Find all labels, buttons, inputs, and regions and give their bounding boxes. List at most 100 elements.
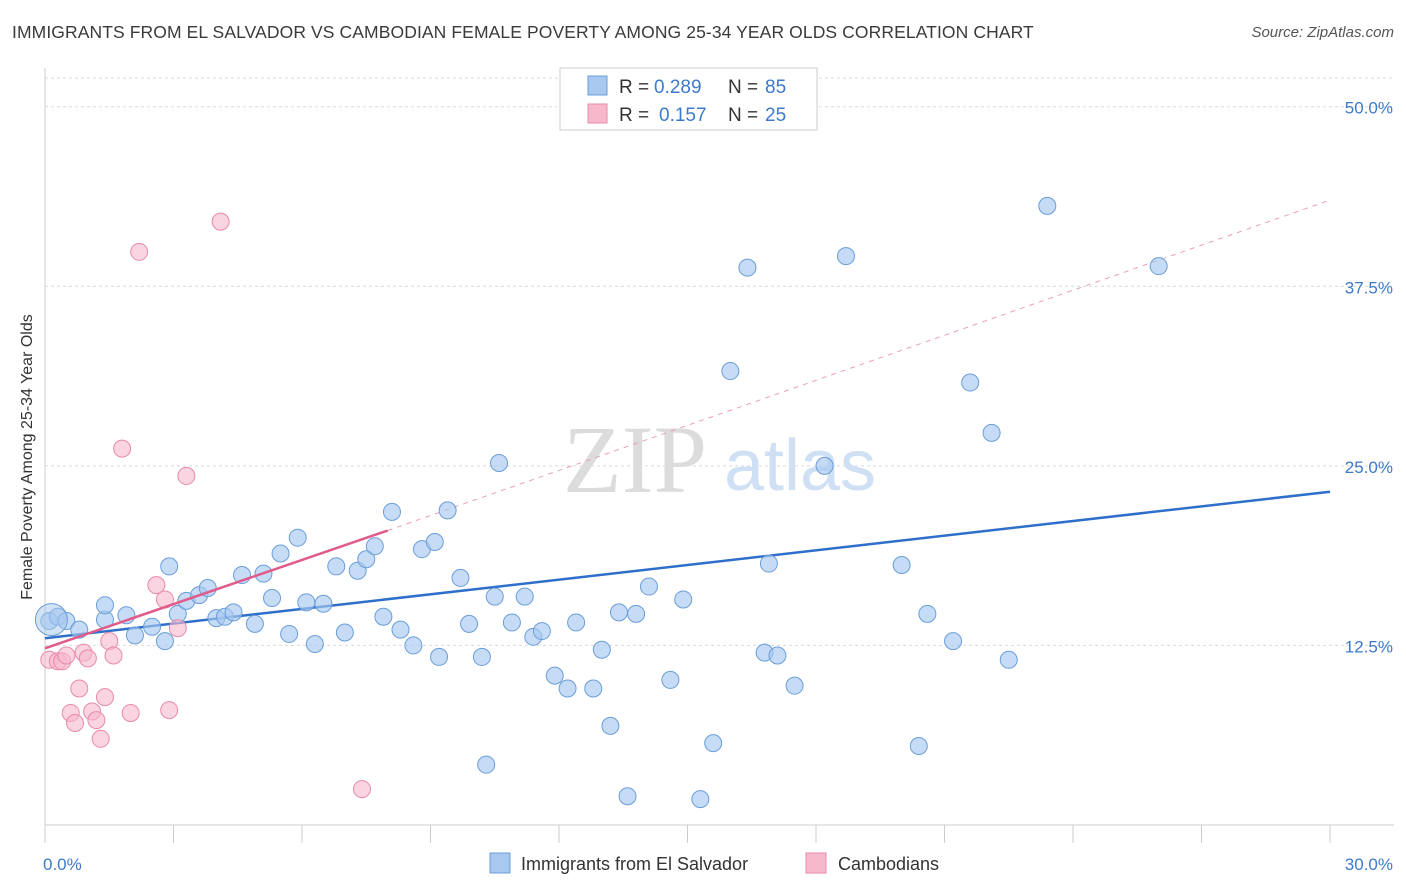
point-el-salvador-42 — [460, 614, 479, 633]
trend-lines — [44, 199, 1331, 640]
x-tick-label-1: 30.0% — [1345, 855, 1393, 874]
data-points — [34, 196, 1168, 809]
tick-labels: 12.5% 25.0% 37.5% 50.0% 0.0% 30.0% — [43, 99, 1393, 874]
point-el-salvador-54 — [584, 679, 603, 698]
point-el-salvador-31 — [357, 550, 376, 569]
point-cambodians-14 — [104, 646, 123, 665]
point-el-salvador-61 — [661, 670, 680, 689]
watermark: ZIP atlas — [563, 406, 876, 513]
legend-r-label-1: R = — [619, 77, 649, 98]
point-el-salvador-73 — [892, 555, 911, 574]
point-el-salvador-77 — [961, 373, 980, 392]
legend-n-value-1: 85 — [765, 77, 786, 98]
point-el-salvador-71 — [815, 456, 834, 475]
point-el-salvador-39 — [430, 647, 449, 666]
bottom-legend-swatch-pink — [805, 852, 827, 874]
point-el-salvador-79 — [999, 650, 1018, 669]
point-cambodians-21 — [168, 619, 187, 638]
point-el-salvador-51 — [545, 666, 564, 685]
point-el-salvador-29 — [335, 623, 354, 642]
point-el-salvador-33 — [374, 607, 393, 626]
point-cambodians-17 — [130, 242, 149, 261]
y-tick-label-1: 25.0% — [1345, 458, 1393, 477]
point-el-salvador-65 — [721, 362, 740, 381]
point-cambodians-15 — [113, 439, 132, 458]
point-cambodians-8 — [78, 649, 97, 668]
point-el-salvador-38 — [425, 533, 444, 552]
point-el-salvador-52 — [558, 679, 577, 698]
bottom-legend-label-1: Immigrants from El Salvador — [521, 854, 748, 874]
point-el-salvador-19 — [245, 614, 264, 633]
chart-title: IMMIGRANTS FROM EL SALVADOR VS CAMBODIAN… — [12, 22, 1034, 42]
point-el-salvador-45 — [485, 587, 504, 606]
legend-swatch-pink — [587, 103, 608, 124]
point-el-salvador-78 — [982, 423, 1001, 442]
point-el-salvador-76 — [944, 632, 963, 651]
point-el-salvador-69 — [768, 646, 787, 665]
point-el-salvador-47 — [502, 613, 521, 632]
point-el-salvador-80 — [1038, 196, 1057, 215]
point-el-salvador-cluster — [34, 603, 68, 637]
point-el-salvador-10 — [160, 557, 179, 576]
point-el-salvador-81 — [1149, 257, 1168, 276]
watermark-zip: ZIP — [563, 406, 707, 513]
point-el-salvador-68 — [759, 554, 778, 573]
point-cambodians-12 — [95, 688, 114, 707]
trend-line-cambodians-extension — [387, 199, 1331, 531]
point-el-salvador-14 — [198, 578, 217, 597]
point-cambodians-16 — [121, 703, 140, 722]
point-el-salvador-70 — [785, 676, 804, 695]
point-el-salvador-53 — [567, 613, 586, 632]
point-el-salvador-64 — [704, 734, 723, 753]
bottom-legend-label-2: Cambodians — [838, 854, 939, 874]
point-cambodians-23 — [211, 212, 230, 231]
point-cambodians-5 — [65, 714, 84, 733]
point-el-salvador-5 — [95, 596, 114, 615]
point-el-salvador-43 — [472, 647, 491, 666]
point-el-salvador-57 — [609, 603, 628, 622]
point-el-salvador-63 — [691, 790, 710, 809]
trend-line-cambodians — [44, 529, 389, 650]
point-el-salvador-44 — [477, 755, 496, 774]
y-tick-label-2: 37.5% — [1345, 278, 1393, 297]
point-el-salvador-24 — [288, 528, 307, 547]
point-el-salvador-21 — [263, 589, 282, 608]
legend-swatch-blue — [587, 75, 608, 96]
y-tick-label-0: 12.5% — [1345, 637, 1393, 656]
point-el-salvador-9 — [155, 632, 174, 651]
point-cambodians-3 — [57, 646, 76, 665]
point-el-salvador-41 — [451, 568, 470, 587]
point-el-salvador-23 — [280, 624, 299, 643]
point-el-salvador-34 — [382, 502, 401, 521]
point-el-salvador-72 — [836, 247, 855, 266]
bottom-legend-swatch-blue — [489, 852, 511, 874]
bottom-legend: Immigrants from El Salvador Cambodians — [489, 852, 939, 874]
chart-source: Source: ZipAtlas.com — [1251, 24, 1394, 41]
point-cambodians-11 — [91, 729, 110, 748]
point-el-salvador-48 — [515, 587, 534, 606]
point-el-salvador-35 — [391, 620, 410, 639]
point-el-salvador-66 — [738, 258, 757, 277]
y-tick-label-3: 50.0% — [1345, 99, 1393, 118]
point-cambodians-24 — [352, 780, 371, 799]
point-el-salvador-25 — [297, 593, 316, 612]
point-el-salvador-55 — [592, 640, 611, 659]
point-el-salvador-75 — [918, 604, 937, 623]
point-el-salvador-7 — [125, 626, 144, 645]
point-cambodians-22 — [177, 466, 196, 485]
legend-n-value-2: 25 — [765, 105, 786, 126]
point-el-salvador-8 — [143, 617, 162, 636]
point-el-salvador-40 — [438, 501, 457, 520]
axes — [44, 68, 1394, 843]
legend-r-value-2: 0.157 — [659, 105, 707, 126]
legend: R = 0.289 N = 85 R = 0.157 N = 25 — [559, 67, 818, 131]
point-cambodians-6 — [70, 679, 89, 698]
point-el-salvador-17 — [224, 603, 243, 622]
point-el-salvador-27 — [314, 594, 333, 613]
point-el-salvador-28 — [327, 557, 346, 576]
legend-r-value-1: 0.289 — [654, 77, 702, 98]
watermark-atlas: atlas — [724, 426, 876, 506]
point-el-salvador-74 — [909, 736, 928, 755]
point-el-salvador-50 — [532, 622, 551, 641]
